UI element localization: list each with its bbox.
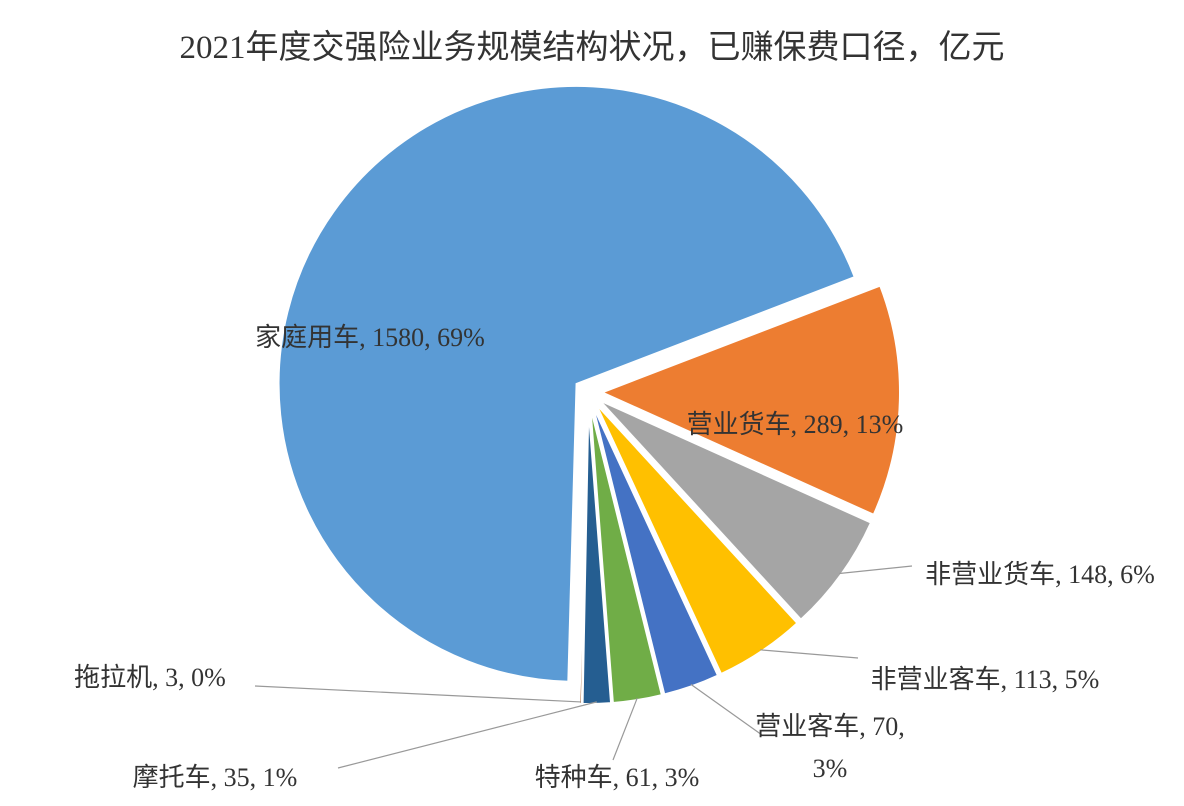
leader-line — [337, 701, 597, 769]
leader-line — [690, 683, 763, 736]
leader-line — [760, 649, 859, 659]
data-label: 拖拉机, 3, 0% — [74, 663, 226, 692]
leader-line — [612, 697, 638, 761]
data-label: 非营业客车, 113, 5% — [870, 665, 1100, 694]
pie-slice — [578, 405, 589, 705]
data-label: 营业客车, 70, 3% — [755, 712, 905, 783]
data-label: 非营业货车, 148, 6% — [925, 560, 1155, 589]
leader-line — [839, 565, 913, 575]
data-label: 营业货车, 289, 13% — [686, 410, 904, 439]
pie-slice — [594, 402, 799, 676]
data-label: 家庭用车, 1580, 69% — [255, 323, 485, 352]
pie-slice — [598, 399, 873, 622]
leader-line — [254, 685, 581, 703]
chart-title: 2021年度交强险业务规模结构状况，已赚保费口径，亿元 — [179, 30, 1005, 66]
data-label: 摩托车, 35, 1% — [132, 763, 298, 792]
data-label: 特种车, 61, 3% — [534, 763, 700, 792]
pie-slice — [591, 404, 720, 696]
pie-slice — [589, 405, 664, 705]
pie-slice — [277, 84, 857, 683]
pie-slice — [599, 284, 901, 517]
